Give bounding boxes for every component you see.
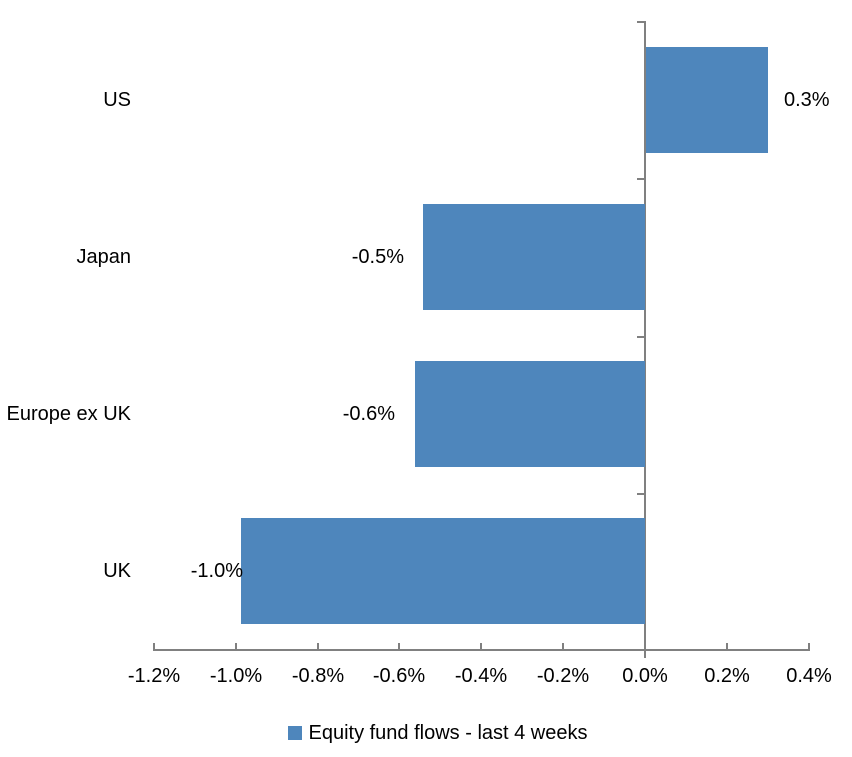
- category-label-europe-ex-uk: Europe ex UK: [6, 403, 131, 425]
- category-axis-tick: [637, 336, 645, 338]
- value-label-uk: -1.0%: [190, 560, 243, 582]
- x-tick-label: 0.2%: [704, 665, 750, 687]
- x-tick-label: -0.2%: [536, 665, 590, 687]
- category-label-japan: Japan: [76, 246, 132, 268]
- value-label-us: 0.3%: [784, 89, 830, 111]
- bar-uk: [240, 518, 645, 625]
- x-tick-label: -0.6%: [372, 665, 426, 687]
- value-axis-tick: [153, 643, 155, 651]
- value-axis-tick: [726, 643, 728, 651]
- x-tick-label: 0.4%: [786, 665, 832, 687]
- bar-us: [646, 46, 768, 153]
- x-tick-label: -0.4%: [454, 665, 508, 687]
- bar-japan: [422, 203, 645, 310]
- value-axis-tick: [644, 643, 646, 651]
- legend-label: Equity fund flows - last 4 weeks: [308, 722, 588, 744]
- x-tick-label: -1.0%: [209, 665, 263, 687]
- legend: Equity fund flows - last 4 weeks: [0, 721, 852, 745]
- value-axis-tick: [808, 643, 810, 651]
- category-axis-tick: [637, 493, 645, 495]
- category-label-us: US: [103, 89, 131, 111]
- category-axis-line: [644, 21, 646, 651]
- x-tick-label: 0.0%: [622, 665, 668, 687]
- value-axis-tick: [562, 643, 564, 651]
- value-axis-tick: [317, 643, 319, 651]
- value-axis-tick: [235, 643, 237, 651]
- value-label-japan: -0.5%: [351, 246, 404, 268]
- axis-origin-tick: [644, 651, 646, 658]
- legend-swatch: [288, 726, 303, 740]
- x-tick-label: -1.2%: [127, 665, 181, 687]
- value-axis-tick: [398, 643, 400, 651]
- value-axis-tick: [480, 643, 482, 651]
- value-label-europe-ex-uk: -0.6%: [342, 403, 395, 425]
- bar-europe-ex-uk: [414, 361, 645, 468]
- x-tick-label: -0.8%: [291, 665, 345, 687]
- category-axis-tick: [637, 178, 645, 180]
- category-label-uk: UK: [103, 560, 131, 582]
- category-axis-tick: [637, 21, 645, 23]
